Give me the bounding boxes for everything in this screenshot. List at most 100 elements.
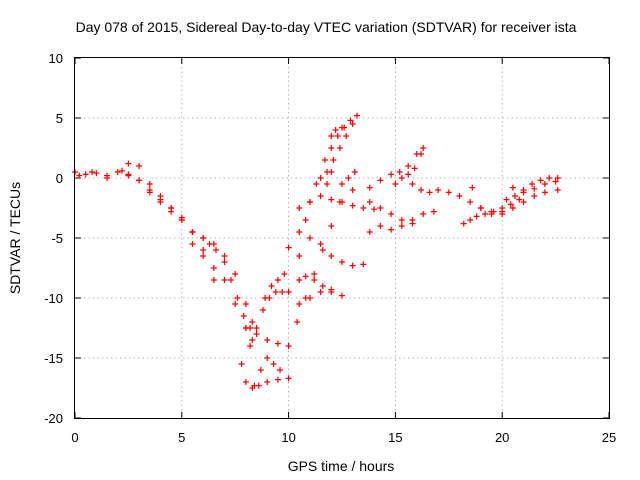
data-point [146, 189, 153, 196]
data-point [328, 223, 335, 229]
data-point [285, 375, 292, 382]
data-point [264, 379, 271, 385]
data-point [274, 340, 281, 347]
data-point [469, 184, 476, 191]
x-tick-label: 25 [602, 430, 616, 445]
data-point [409, 181, 416, 187]
data-point [249, 337, 256, 343]
series-arc-l [296, 169, 356, 259]
data-point [114, 169, 121, 175]
data-point [136, 163, 143, 169]
data-point [334, 133, 341, 139]
data-point [221, 277, 228, 283]
series-arc-w [392, 151, 425, 187]
axis-ticks: 0 5 10 15 20 25 -20 -15 -10 -5 0 5 10 [44, 51, 616, 445]
data-point [339, 181, 345, 187]
data-point [398, 175, 405, 181]
data-point [157, 199, 164, 205]
data-point [125, 172, 132, 179]
data-point [247, 343, 254, 349]
y-tick-label: -5 [51, 231, 63, 246]
data-point [377, 177, 384, 184]
chart-title: Day 078 of 2015, Sidereal Day-to-day VTE… [76, 19, 577, 35]
data-point [319, 247, 326, 253]
data-point [430, 208, 437, 215]
data-point [456, 193, 463, 199]
x-tick-label: 5 [178, 430, 185, 445]
data-point [445, 189, 452, 196]
data-point [296, 277, 303, 283]
x-tick-label: 20 [495, 430, 509, 445]
data-point [232, 271, 239, 277]
data-point [398, 223, 405, 229]
data-point [178, 217, 185, 223]
data-point [262, 295, 269, 301]
series-arc-c [125, 172, 217, 283]
data-point [377, 205, 384, 211]
data-point [200, 247, 207, 253]
data-point [328, 169, 335, 175]
data-point [296, 301, 303, 307]
data-point [541, 189, 548, 196]
series-arc-i [262, 271, 288, 301]
data-point [296, 229, 303, 235]
data-point [537, 177, 544, 184]
data-point [467, 217, 474, 223]
data-point [285, 343, 292, 349]
data-point [317, 175, 324, 181]
data-point [520, 199, 527, 205]
y-tick-label: 10 [49, 51, 63, 66]
data-point [311, 271, 318, 277]
series-arc-z [469, 184, 561, 217]
data-point [317, 289, 324, 295]
data-point [531, 193, 538, 199]
data-point [330, 157, 337, 163]
data-point [507, 201, 514, 208]
data-point [541, 181, 548, 187]
data-point [554, 187, 561, 193]
data-point [512, 193, 519, 199]
data-point [516, 196, 523, 203]
data-point [274, 277, 281, 283]
data-point [268, 283, 275, 289]
data-point [473, 213, 480, 220]
series-arc-k [294, 169, 358, 325]
data-point [306, 199, 313, 205]
data-point [366, 199, 373, 205]
series-arc-j [285, 244, 292, 251]
data-point [552, 178, 559, 185]
data-point [270, 361, 277, 367]
series-arc-m [296, 193, 378, 213]
data-point [200, 253, 207, 259]
data-point [371, 206, 378, 213]
data-point [302, 217, 309, 223]
data-point [242, 325, 249, 331]
data-point [281, 271, 288, 277]
data-point [529, 181, 536, 187]
data-point [157, 193, 164, 199]
data-point [253, 325, 260, 331]
data-point [253, 331, 260, 337]
series-arc-u [366, 199, 416, 227]
data-point [221, 259, 228, 265]
data-point [272, 289, 279, 295]
series-arc-d [189, 235, 254, 331]
data-point [234, 295, 241, 301]
data-point [377, 223, 384, 229]
data-point [317, 241, 324, 247]
data-point [332, 127, 339, 133]
data-point [345, 175, 352, 181]
series-arc-f [242, 325, 292, 349]
data-point [351, 169, 358, 175]
data-point [353, 112, 360, 119]
data-point [89, 169, 96, 175]
data-point [302, 273, 309, 280]
y-tick-label: -10 [44, 291, 63, 306]
data-point [306, 235, 313, 241]
data-point [168, 208, 175, 215]
data-point [343, 133, 350, 139]
data-point [482, 211, 489, 217]
data-point [125, 160, 132, 167]
data-point [418, 151, 425, 157]
data-point [313, 181, 320, 187]
